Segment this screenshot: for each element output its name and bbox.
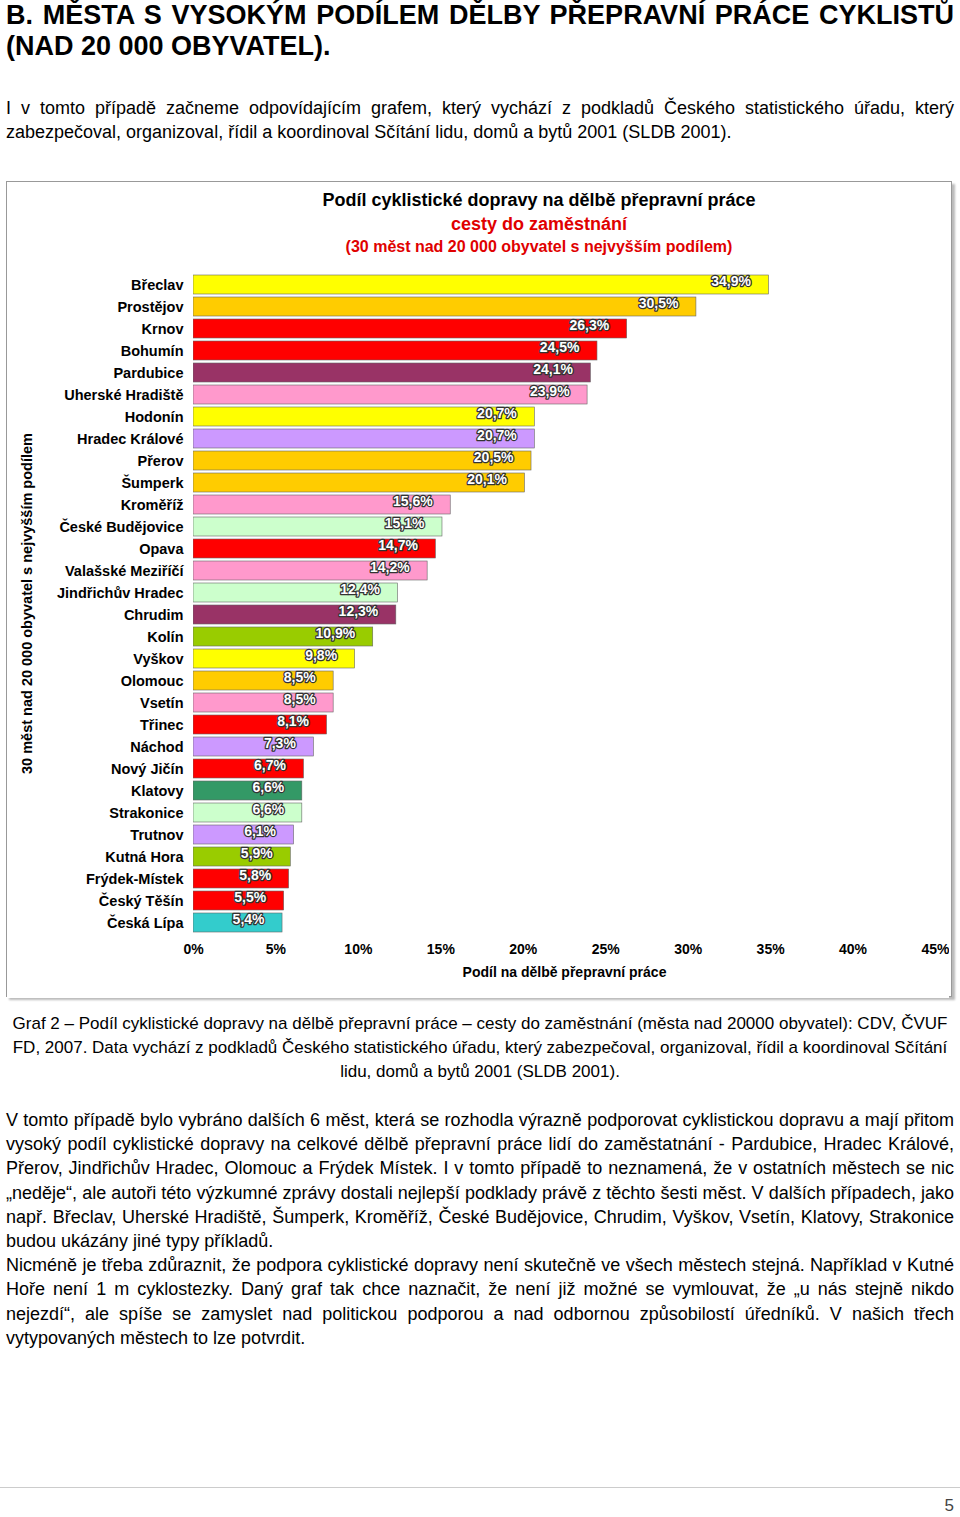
svg-text:Náchod: Náchod [130,739,183,755]
svg-text:30 měst nad 20 000 obyvatel s: 30 měst nad 20 000 obyvatel s nejvyšším … [19,433,35,774]
svg-text:Kolín: Kolín [147,629,183,645]
svg-text:8,1%: 8,1% [277,713,309,729]
html-text:cesty do zaměstnání: cesty do zaměstnání [451,214,627,234]
svg-text:14,2%: 14,2% [370,559,410,575]
svg-text:Valašské Meziříčí: Valašské Meziříčí [65,563,184,579]
svg-text:15,1%: 15,1% [385,515,425,531]
svg-text:9,8%: 9,8% [305,647,337,663]
svg-text:Podíl na dělbě přepravní práce: Podíl na dělbě přepravní práce [463,964,667,980]
svg-text:Frýdek-Místek: Frýdek-Místek [86,871,184,887]
svg-text:26,3%: 26,3% [569,317,609,333]
svg-text:5,8%: 5,8% [239,867,271,883]
svg-text:Třinec: Třinec [140,717,184,733]
svg-text:5%: 5% [266,941,287,957]
svg-text:Strakonice: Strakonice [109,805,183,821]
svg-text:Vyškov: Vyškov [133,651,183,667]
html-text:5: 5 [944,1496,954,1515]
svg-text:20,7%: 20,7% [477,405,517,421]
svg-text:České Budějovice: České Budějovice [59,518,183,535]
svg-text:Chrudim: Chrudim [124,607,184,623]
svg-text:Pardubice: Pardubice [113,365,183,381]
svg-text:Hodonín: Hodonín [125,409,184,425]
svg-text:Česká Lípa: Česká Lípa [107,914,184,931]
html-text:I v tomto případě začneme odpo: I v tomto případě začneme odpovídajícím … [6,98,954,142]
svg-text:Uherské Hradiště: Uherské Hradiště [64,387,183,403]
svg-text:6,6%: 6,6% [252,779,284,795]
svg-text:8,5%: 8,5% [284,669,316,685]
html-text:Graf 2 – Podíl cyklistické dop: Graf 2 – Podíl cyklistické dopravy na dě… [12,1014,948,1081]
svg-text:Přerov: Přerov [138,453,184,469]
svg-text:6,7%: 6,7% [254,757,286,773]
svg-text:7,3%: 7,3% [264,735,296,751]
svg-text:20,7%: 20,7% [477,427,517,443]
svg-text:25%: 25% [592,941,621,957]
svg-text:Prostějov: Prostějov [117,299,183,315]
svg-text:Hradec Králové: Hradec Králové [77,431,183,447]
svg-text:15,6%: 15,6% [393,493,433,509]
svg-text:12,4%: 12,4% [340,581,380,597]
svg-text:30%: 30% [674,941,703,957]
svg-text:Kutná Hora: Kutná Hora [105,849,184,865]
html-text:(30 měst nad 20 000 obyvatel s: (30 měst nad 20 000 obyvatel s nejvyšším… [345,238,733,255]
svg-text:Klatovy: Klatovy [131,783,183,799]
svg-text:14,7%: 14,7% [378,537,418,553]
svg-text:Kroměříž: Kroměříž [121,497,184,513]
svg-text:Vsetín: Vsetín [140,695,184,711]
svg-text:24,5%: 24,5% [540,339,580,355]
html-text:V tomto případě bylo vybráno d: V tomto případě bylo vybráno dalších 6 m… [6,1110,954,1251]
svg-text:20%: 20% [509,941,538,957]
svg-text:10%: 10% [344,941,373,957]
svg-text:6,1%: 6,1% [244,823,276,839]
html-text:Nicméně je třeba zdůraznit, že: Nicméně je třeba zdůraznit, že podpora c… [6,1255,954,1348]
svg-text:5,5%: 5,5% [234,889,266,905]
svg-text:Krnov: Krnov [142,321,184,337]
svg-text:Šumperk: Šumperk [121,474,184,491]
svg-text:15%: 15% [427,941,456,957]
svg-text:20,1%: 20,1% [467,471,507,487]
svg-text:0%: 0% [183,941,204,957]
svg-text:6,6%: 6,6% [252,801,284,817]
svg-text:5,9%: 5,9% [241,845,273,861]
svg-text:Břeclav: Břeclav [131,277,183,293]
svg-text:30,5%: 30,5% [639,295,679,311]
svg-text:5,4%: 5,4% [233,911,265,927]
svg-text:Opava: Opava [139,541,184,557]
svg-text:45%: 45% [921,941,949,957]
svg-text:Nový Jičín: Nový Jičín [111,761,184,777]
svg-text:Olomouc: Olomouc [121,673,184,689]
svg-text:34,9%: 34,9% [711,273,751,289]
svg-text:12,3%: 12,3% [339,603,379,619]
svg-text:23,9%: 23,9% [530,383,570,399]
svg-text:8,5%: 8,5% [284,691,316,707]
svg-text:40%: 40% [839,941,868,957]
svg-text:35%: 35% [757,941,786,957]
svg-text:20,5%: 20,5% [474,449,514,465]
html-text:Podíl cyklistické dopravy na d: Podíl cyklistické dopravy na dělbě přepr… [322,190,756,210]
svg-text:Jindřichův Hradec: Jindřichův Hradec [57,585,184,601]
svg-text:Český Těšín: Český Těšín [99,892,184,909]
svg-text:Trutnov: Trutnov [130,827,183,843]
svg-text:10,9%: 10,9% [316,625,356,641]
svg-text:24,1%: 24,1% [533,361,573,377]
html-text:B. MĚSTA S VYSOKÝM PODÍLEM DĚL: B. MĚSTA S VYSOKÝM PODÍLEM DĚLBY PŘEPRAV… [6,0,954,61]
svg-text:Bohumín: Bohumín [121,343,184,359]
